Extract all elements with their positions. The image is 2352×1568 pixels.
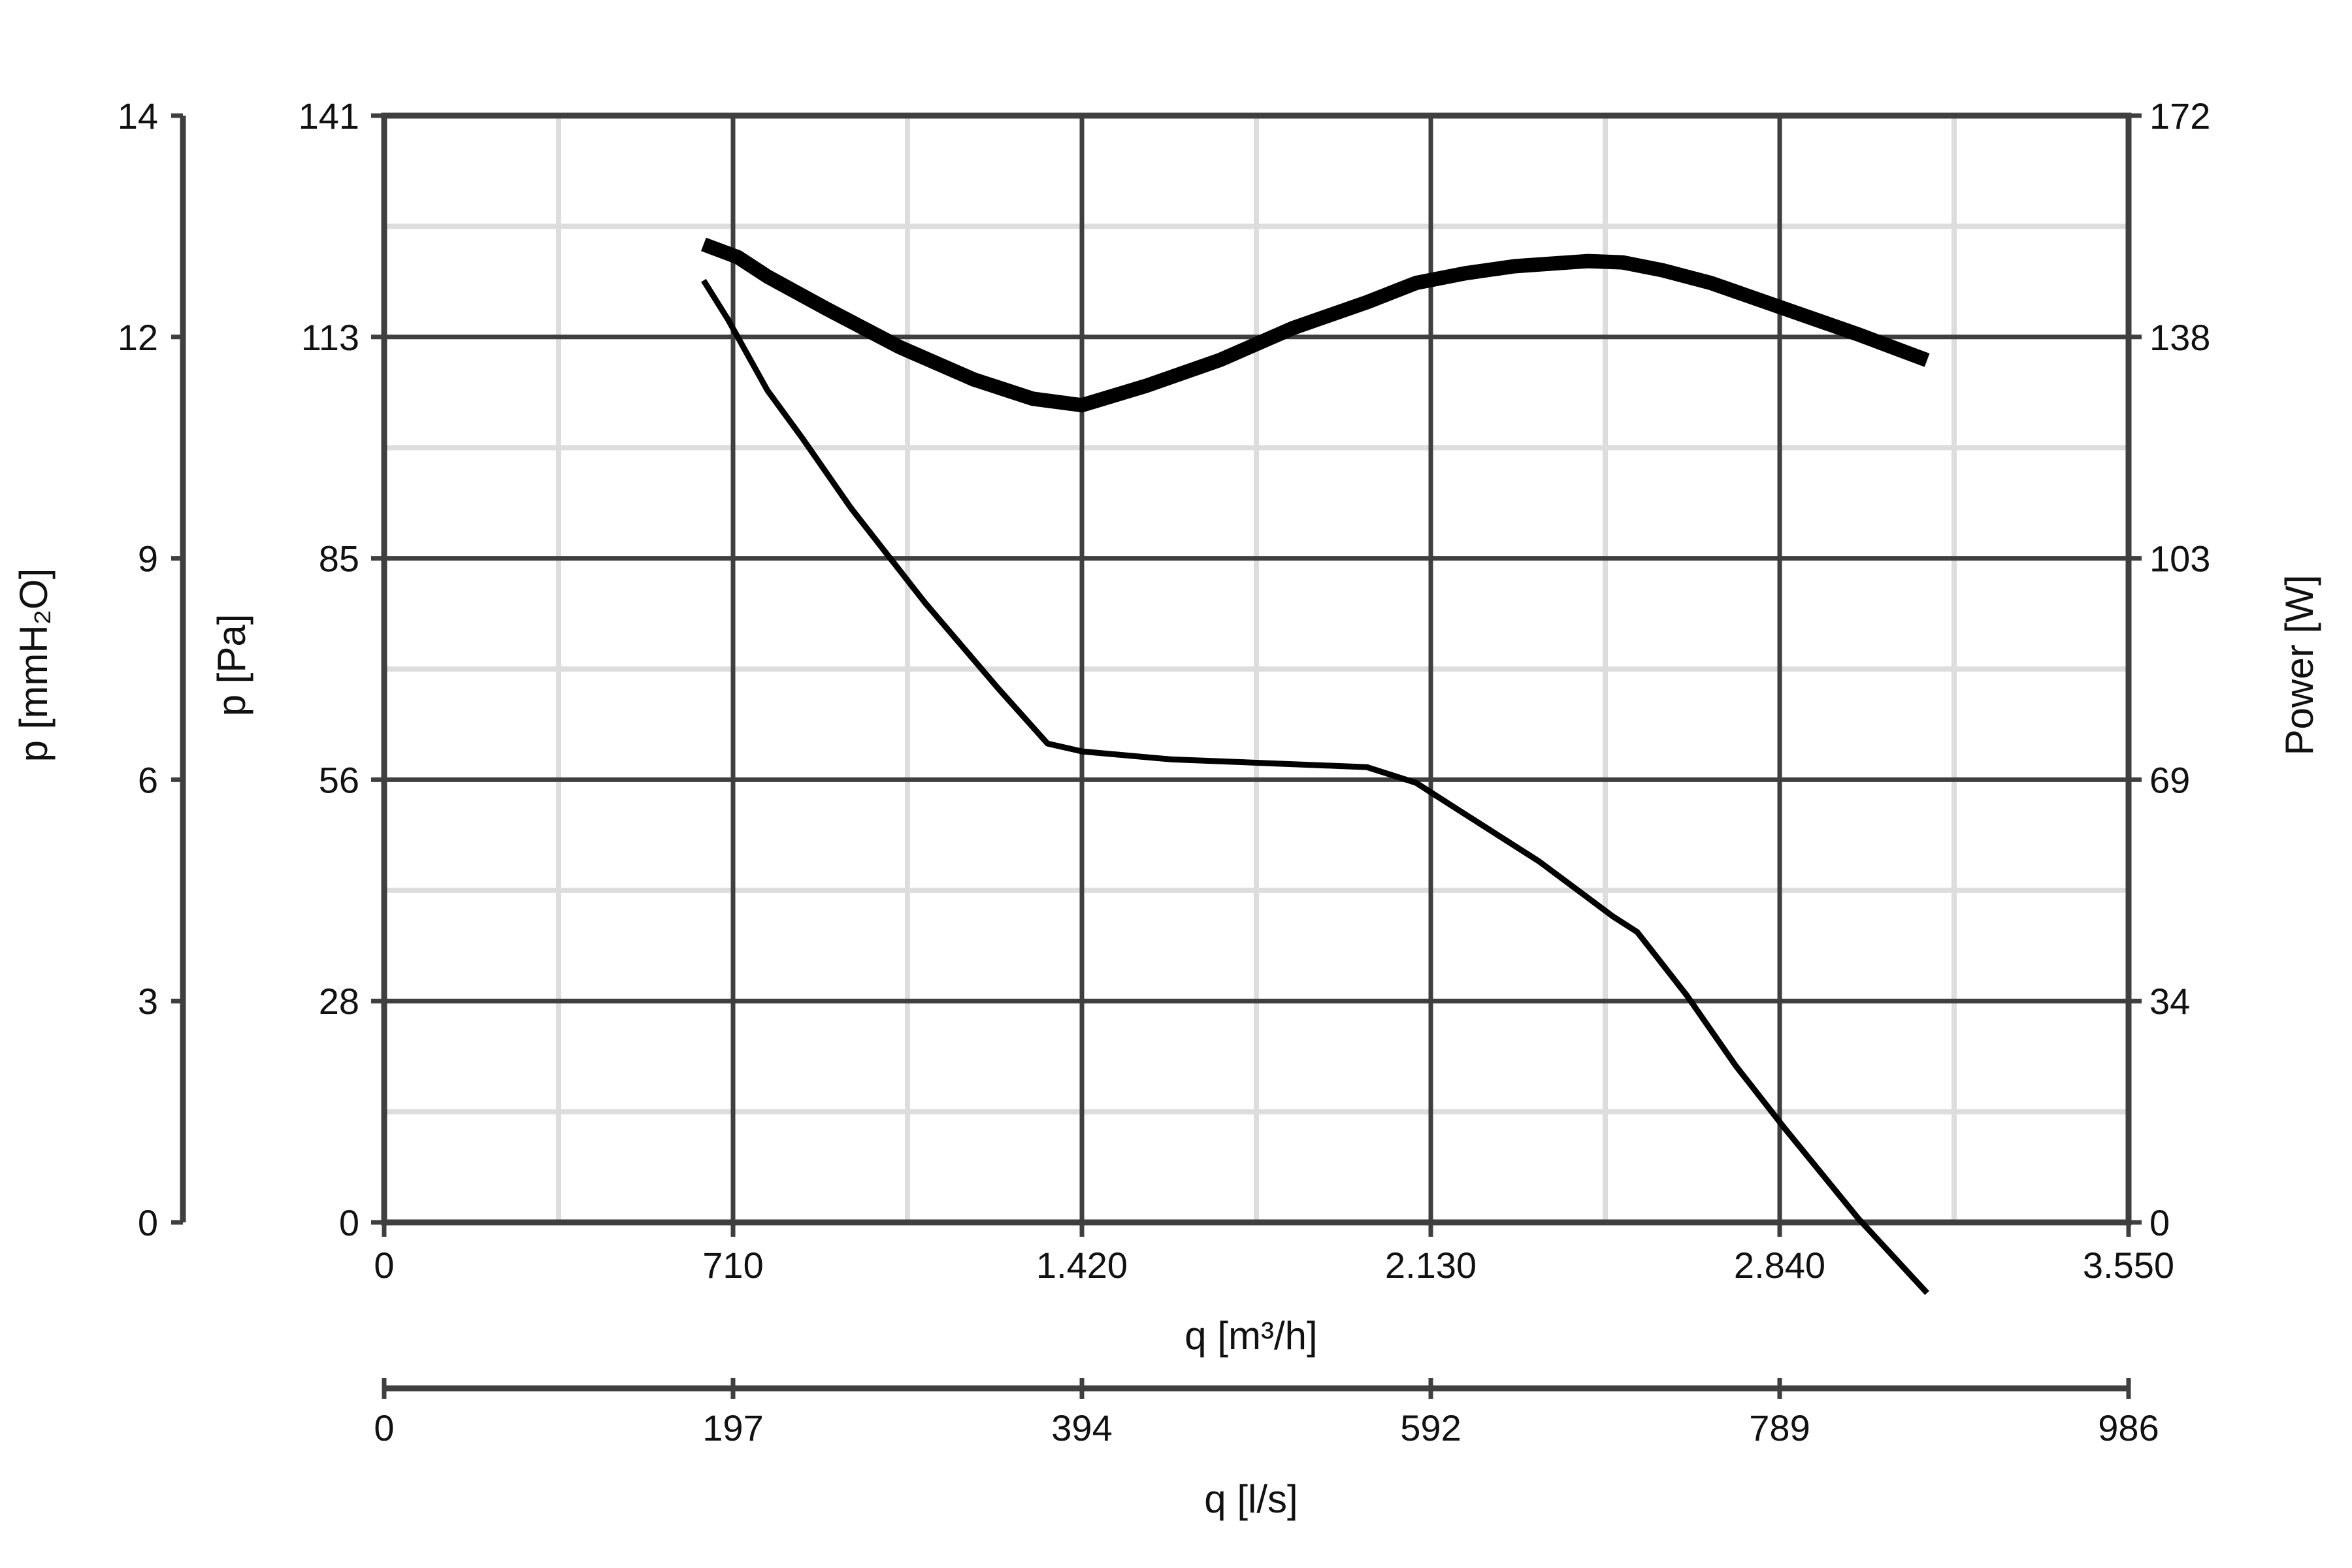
y-left-tick-label: 141 [299, 95, 359, 137]
y-outer-tick-label: 3 [138, 981, 158, 1022]
y-left-tick-label: 56 [319, 759, 359, 800]
axes [171, 112, 2142, 1399]
x-axis-title: q [m³/h] [1184, 1314, 1317, 1358]
y-axis-title-power: Power [W] [2278, 575, 2321, 756]
x-tick-label: 2.840 [1734, 1245, 1825, 1286]
y-outer-tick-label: 14 [118, 95, 158, 137]
y-right-tick-label: 103 [2149, 538, 2210, 580]
y-right-tick-label: 0 [2149, 1202, 2170, 1243]
y-axis-title-pa: p [Pa] [210, 614, 253, 717]
x-tick-label: 3.550 [2083, 1245, 2174, 1286]
x2-tick-label: 986 [2098, 1407, 2159, 1448]
y-left-tick-label: 0 [339, 1202, 359, 1243]
y-right-tick-label: 69 [2149, 759, 2190, 800]
x2-tick-label: 394 [1051, 1407, 1112, 1448]
y-left-tick-label: 113 [301, 317, 359, 358]
x-tick-label: 2.130 [1385, 1245, 1477, 1286]
x-tick-label: 1.420 [1036, 1245, 1128, 1286]
y-outer-tick-label: 0 [138, 1202, 158, 1243]
x2-axis-title: q [l/s] [1204, 1477, 1298, 1521]
x2-tick-label: 197 [702, 1407, 763, 1448]
x-tick-label: 710 [702, 1245, 763, 1286]
x-tick-label: 0 [374, 1245, 394, 1286]
y-outer-tick-label: 6 [138, 759, 158, 800]
x2-tick-label: 0 [374, 1407, 394, 1448]
grid [384, 116, 2129, 1222]
pressure-curve-line [701, 278, 1929, 1296]
y-right-tick-label: 172 [2149, 95, 2210, 137]
y-outer-tick-label: 12 [118, 317, 158, 358]
plot-frame [381, 112, 2132, 1226]
y-right-tick-label: 34 [2149, 981, 2190, 1022]
y-right-tick-label: 138 [2149, 317, 2210, 358]
x2-tick-label: 592 [1400, 1407, 1461, 1448]
power-curve-line [701, 237, 1930, 413]
y-axis-title-mmh2o: p [mmH₂O] [12, 568, 56, 762]
y-outer-tick-label: 9 [138, 538, 158, 580]
y-left-tick-label: 85 [319, 538, 359, 580]
y-left-tick-label: 28 [319, 981, 359, 1022]
x2-tick-label: 789 [1749, 1407, 1810, 1448]
series-layer [701, 237, 1930, 1296]
